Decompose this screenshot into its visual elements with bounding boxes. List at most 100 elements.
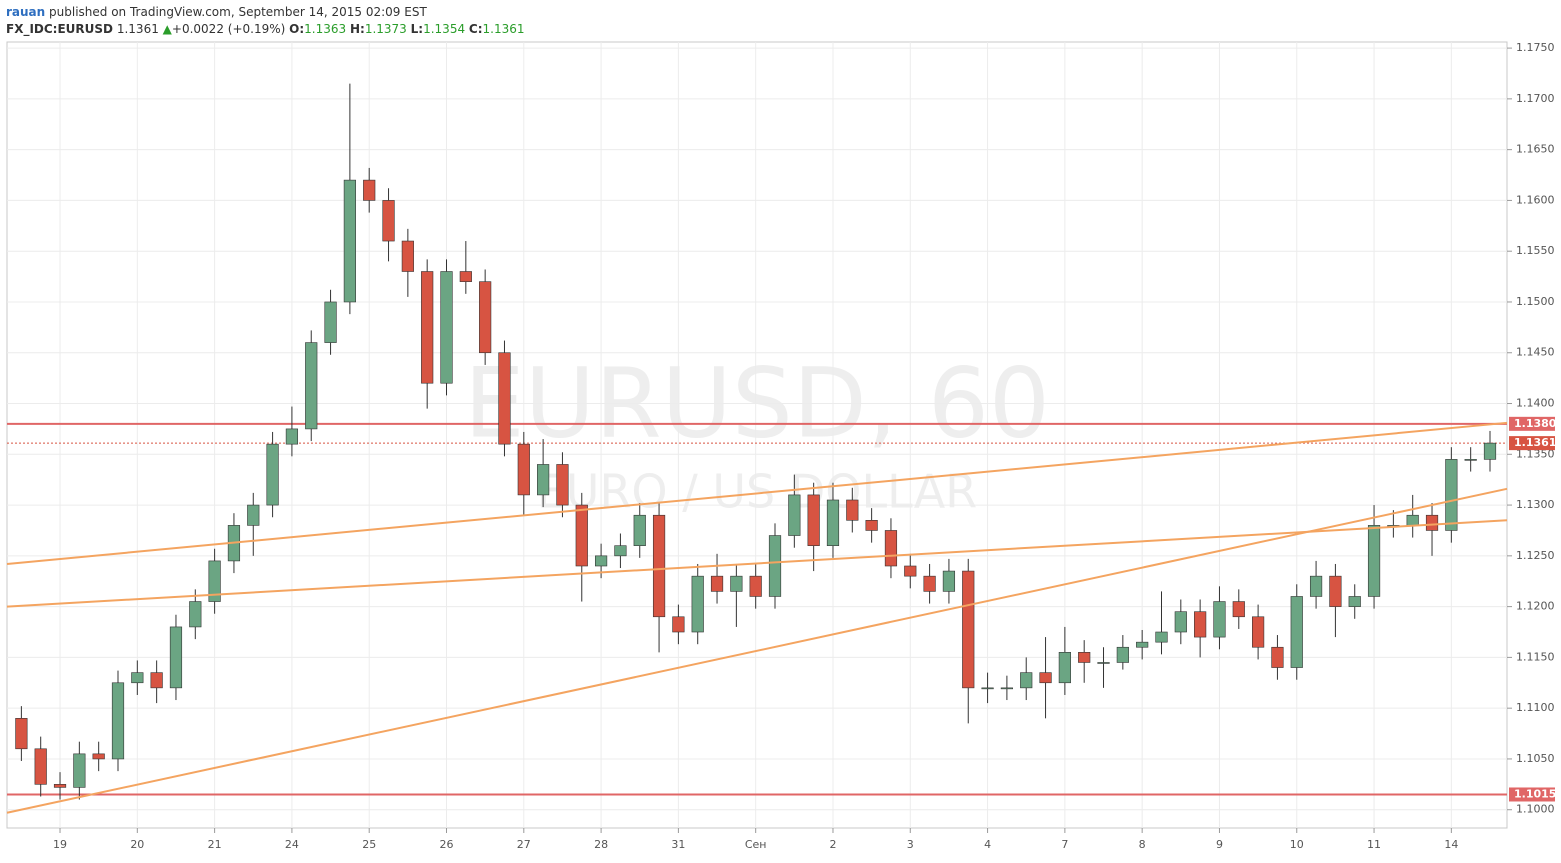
x-tick-label: 14 [1444,838,1458,851]
candle-body [826,499,840,546]
y-tick-label: 1.1600 [1516,193,1555,206]
candle-body [479,281,492,354]
o: 1.1363 [304,22,347,36]
candle-body [324,301,337,343]
c: 1.1361 [482,22,525,36]
last: 1.1361 [116,22,159,36]
candle-body [1039,672,1052,684]
candle-body [53,784,67,788]
candle-body [575,504,588,567]
y-tick-label: 1.1700 [1516,92,1555,105]
candle-body [556,464,569,506]
candle-body [1078,652,1091,663]
candle-body [1194,611,1207,638]
trend-line [6,487,1508,814]
candle-body [1116,646,1129,663]
x-tick-label: 21 [208,838,222,851]
candle-body [633,514,646,546]
h: 1.1373 [364,22,407,36]
candle-body [1309,575,1323,597]
h-label: H: [349,22,365,36]
published: published on TradingView.com, September … [49,5,427,19]
x-tick-label: 20 [130,838,144,851]
y-tick-label: 1.1050 [1516,752,1555,765]
level-tag [1509,436,1555,451]
candle-body [1483,442,1497,460]
y-tick-label: 1.1550 [1516,244,1555,257]
candle-body [846,499,859,521]
y-tick-label: 1.1100 [1516,701,1555,714]
candle-body [401,240,414,272]
watermark-sub: EURO / US DOLLAR [537,465,978,519]
candle-body [1232,601,1245,618]
x-tick-label: 2 [829,838,836,851]
header: rauan published on TradingView.com, Sept… [6,4,525,38]
x-tick-label: 11 [1367,838,1381,851]
quote-line: FX_IDC:EURUSD 1.1361 ▲+0.0022 (+0.19%) O… [6,21,525,38]
x-tick-label: Сен [745,838,767,851]
candle-body [1348,596,1361,607]
trend-line [6,519,1508,608]
candle-body [1464,459,1477,461]
x-tick-label: 19 [53,838,67,851]
x-tick-label: 31 [671,838,685,851]
candle-body [923,575,936,592]
candle-body [672,616,685,633]
x-tick-label: 28 [594,838,608,851]
candle-body [440,271,453,384]
candle-body [1097,662,1110,664]
publish-line: rauan published on TradingView.com, Sept… [6,4,525,21]
y-tick-label: 1.1500 [1516,295,1555,308]
x-tick-label: 27 [517,838,531,851]
candle-body [169,626,183,689]
y-tick-label: 1.1150 [1516,650,1555,663]
y-tick-label: 1.1350 [1516,447,1555,460]
symbol: FX_IDC:EURUSD [6,22,114,36]
candle-body [1174,611,1187,633]
candle-body [1252,616,1265,648]
candle-body [285,428,299,445]
candle-body [266,443,279,506]
candle-body [343,179,356,303]
y-tick-label: 1.1650 [1516,143,1555,156]
o-label: O: [289,22,305,36]
candle-body [111,682,125,760]
candle-body [73,753,86,788]
level-tag [1509,416,1555,431]
x-tick-label: 3 [907,838,914,851]
plot-frame [6,41,1508,829]
candle-body [1155,631,1168,643]
y-tick-label: 1.1450 [1516,346,1555,359]
y-tick-label: 1.1300 [1516,498,1555,511]
candle-body [305,342,318,430]
x-tick-label: 8 [1139,838,1146,851]
y-tick-label: 1.1200 [1516,600,1555,613]
candle-body [537,464,550,496]
candle-body [768,535,782,597]
candle-body [710,575,724,592]
candle-body [884,530,898,567]
candle-body [150,672,163,689]
candle-body [730,575,743,592]
x-tick-label: 4 [984,838,991,851]
candle-body [459,271,472,282]
candle-body [1367,525,1381,597]
candle-body [788,494,801,536]
candle-body [421,271,434,384]
candle-body [1406,514,1419,526]
candle-body [131,672,144,684]
candle-body [247,504,260,526]
x-tick-label: 24 [285,838,299,851]
candle-body [363,179,376,201]
candle-body [1271,646,1284,668]
level-tag [1509,787,1555,802]
candle-body [652,514,666,618]
candle-body [382,200,395,242]
author[interactable]: rauan [6,5,46,19]
c-label: C: [468,22,483,36]
y-tick-label: 1.1250 [1516,549,1555,562]
candle-body [594,555,608,567]
l-label: L: [410,22,424,36]
